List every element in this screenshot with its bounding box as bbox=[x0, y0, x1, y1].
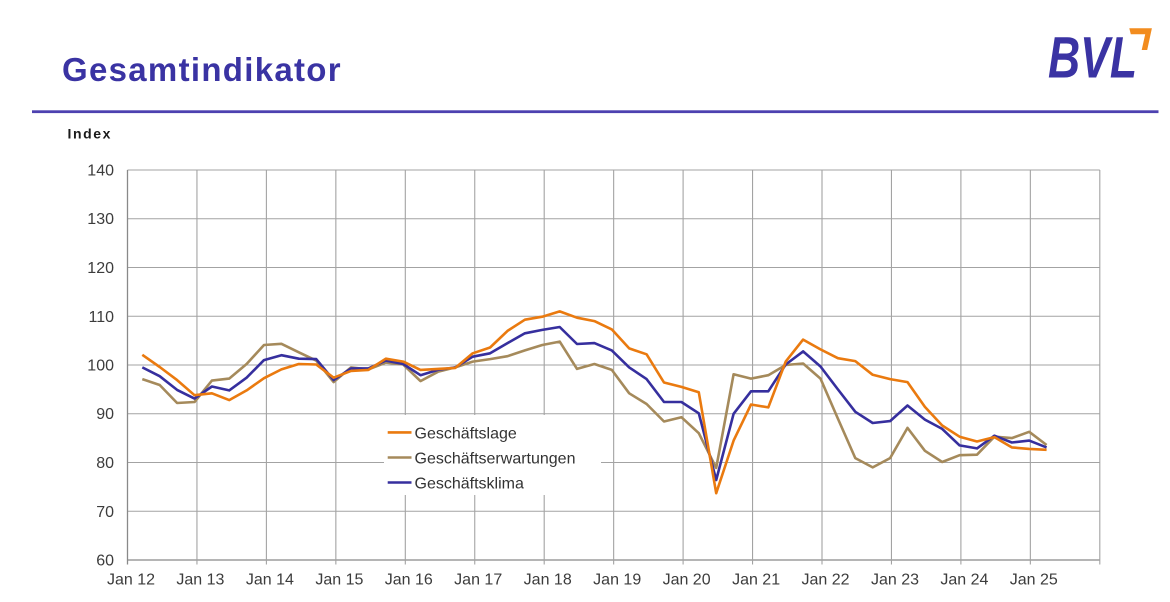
svg-text:60: 60 bbox=[96, 553, 114, 570]
svg-text:BVL: BVL bbox=[1048, 26, 1137, 91]
svg-text:Jan 18: Jan 18 bbox=[524, 572, 572, 589]
svg-text:Jan 23: Jan 23 bbox=[871, 572, 919, 589]
svg-text:110: 110 bbox=[88, 309, 114, 326]
svg-text:Jan 22: Jan 22 bbox=[801, 572, 849, 589]
svg-text:90: 90 bbox=[96, 406, 114, 423]
svg-text:Jan 24: Jan 24 bbox=[940, 572, 988, 589]
svg-text:Geschäftserwartungen: Geschäftserwartungen bbox=[415, 451, 576, 468]
svg-text:Jan 21: Jan 21 bbox=[732, 572, 780, 589]
svg-text:120: 120 bbox=[87, 260, 114, 277]
svg-text:140: 140 bbox=[87, 163, 114, 180]
svg-text:Index: Index bbox=[68, 125, 113, 141]
svg-text:Gesamtindikator: Gesamtindikator bbox=[62, 51, 342, 88]
svg-text:80: 80 bbox=[96, 455, 114, 472]
svg-text:Jan 25: Jan 25 bbox=[1010, 572, 1058, 589]
svg-text:Jan 14: Jan 14 bbox=[246, 572, 294, 589]
svg-text:Jan 19: Jan 19 bbox=[593, 572, 641, 589]
svg-text:Jan 16: Jan 16 bbox=[385, 572, 433, 589]
svg-text:Jan 20: Jan 20 bbox=[663, 572, 711, 589]
svg-text:100: 100 bbox=[87, 358, 114, 375]
svg-text:70: 70 bbox=[96, 504, 114, 521]
svg-text:Jan 15: Jan 15 bbox=[315, 572, 363, 589]
svg-text:Jan 12: Jan 12 bbox=[107, 572, 155, 589]
svg-text:130: 130 bbox=[87, 211, 114, 228]
svg-text:Jan 13: Jan 13 bbox=[176, 572, 224, 589]
svg-text:Jan 17: Jan 17 bbox=[454, 572, 502, 589]
svg-text:Geschäftsklima: Geschäftsklima bbox=[415, 476, 524, 493]
svg-text:Geschäftslage: Geschäftslage bbox=[415, 425, 517, 442]
